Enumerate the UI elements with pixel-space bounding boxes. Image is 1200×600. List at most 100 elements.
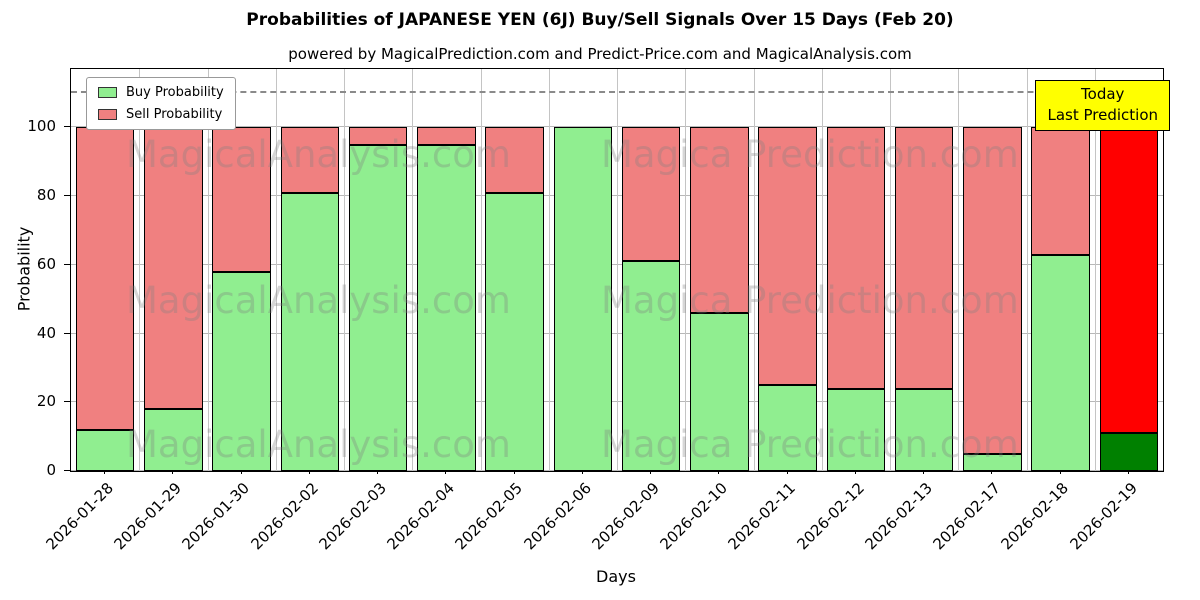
bar-slot: [344, 127, 412, 471]
v-gridline: [412, 69, 414, 471]
threshold-dashed-line: [71, 91, 1163, 94]
v-gridline: [685, 69, 687, 471]
buy-segment: [485, 192, 544, 471]
bar-slot: [481, 127, 549, 471]
buy-segment: [690, 312, 749, 471]
v-gridline: [207, 69, 209, 471]
chart-subtitle: powered by MagicalPrediction.com and Pre…: [288, 45, 912, 63]
legend-item-sell: Sell Probability: [98, 107, 224, 122]
sell-segment: [690, 127, 749, 313]
buy-segment: [144, 409, 203, 471]
bar-slot: [549, 127, 617, 471]
x-tick-cell: 2026-01-28: [42, 470, 138, 566]
sell-segment: [417, 127, 476, 145]
stacked-bar: [621, 127, 681, 471]
y-tick-mark: [64, 332, 70, 334]
x-tick-cell: 2026-02-09: [588, 470, 684, 566]
sell-segment: [963, 127, 1022, 454]
buy-segment: [621, 261, 681, 471]
sell-segment: [348, 127, 408, 145]
buy-segment: [826, 388, 886, 471]
v-gridline: [1094, 69, 1096, 471]
stacked-bar: [417, 127, 476, 471]
sell-segment: [758, 127, 817, 386]
sell-segment: [485, 127, 544, 193]
buy-segment: [280, 192, 340, 471]
v-gridline: [275, 69, 277, 471]
stacked-bar: [212, 127, 271, 471]
x-tick-label: 2026-01-28: [42, 479, 117, 554]
x-axis-label: Days: [596, 567, 636, 586]
y-tick-mark: [64, 470, 70, 471]
bar-slot: [890, 127, 958, 471]
x-tick-cell: 2026-01-29: [111, 470, 206, 566]
v-gridline: [617, 69, 618, 471]
buy-segment: [417, 144, 476, 471]
sell-segment: [826, 127, 886, 389]
v-gridline: [548, 69, 550, 471]
stacked-bar: [144, 127, 203, 471]
bar-slot: [958, 127, 1026, 471]
legend-label-sell: Sell Probability: [126, 107, 223, 122]
v-gridline: [821, 69, 823, 471]
stacked-bar: [75, 127, 135, 471]
buy-segment: [75, 429, 135, 471]
buy-segment: [1031, 254, 1090, 471]
annotation-line-2: Last Prediction: [1047, 106, 1158, 125]
v-gridline: [480, 69, 482, 471]
y-tick-label: 20: [36, 392, 56, 411]
sell-segment: [75, 127, 135, 430]
stacked-bar: [280, 127, 340, 471]
plot-area: MagicalAnalysis.com Magica Prediction.co…: [64, 68, 1164, 472]
bar-slot: [617, 127, 685, 471]
x-tick-cell: 2026-02-05: [452, 470, 548, 566]
y-tick-labels: 0 20 40 60 80 100: [0, 68, 64, 479]
x-tick-cell: 2026-02-02: [247, 470, 343, 566]
stacked-bar: [690, 127, 749, 471]
bar-slot: [685, 127, 753, 471]
legend-item-buy: Buy Probability: [98, 85, 224, 100]
x-tick-cell: 2026-02-10: [657, 470, 752, 566]
bar-slot: [139, 127, 207, 471]
stacked-bar: [553, 127, 613, 471]
stacked-bar: [894, 127, 954, 471]
buy-segment: [1099, 433, 1159, 471]
x-tick-cell: 2026-02-04: [384, 470, 479, 566]
grid-layer: [64, 69, 1163, 471]
sell-segment: [894, 127, 954, 389]
stacked-bar: [348, 127, 408, 471]
x-tick-cell: 2026-02-03: [315, 470, 411, 566]
x-tick-cell: 2026-02-12: [793, 470, 889, 566]
sell-segment: [280, 127, 340, 193]
bar-slot: [71, 127, 139, 471]
x-tick-cell: 2026-02-11: [725, 470, 821, 566]
v-gridline: [344, 69, 345, 471]
x-tick-labels: 2026-01-28 2026-01-29 2026-01-30 2026-02-02…: [42, 470, 1162, 566]
bar-slot: [276, 127, 344, 471]
chart-title: Probabilities of JAPANESE YEN (6J) Buy/S…: [246, 10, 954, 30]
x-tick-cell: 2026-02-13: [861, 470, 957, 566]
v-gridline: [753, 69, 755, 471]
bar-slot: [754, 127, 822, 471]
y-tick-label: 60: [36, 254, 56, 273]
sell-segment: [212, 127, 271, 272]
y-tick-label: 100: [27, 117, 56, 136]
bar-slot: [822, 127, 890, 471]
sell-segment: [1031, 127, 1090, 255]
buy-segment: [212, 271, 271, 471]
x-tick-cell: 2026-02-17: [930, 470, 1025, 566]
bar-slot: [208, 127, 276, 471]
stacked-bar: [826, 127, 886, 471]
x-tick-cell: 2026-02-18: [998, 470, 1094, 566]
v-gridline: [139, 69, 141, 471]
bar-slot: [412, 127, 480, 471]
y-tick-mark: [64, 263, 70, 265]
sell-segment: [621, 127, 681, 262]
bar-slot: [1095, 127, 1163, 471]
y-tick-mark: [64, 126, 70, 128]
sell-segment: [144, 127, 203, 410]
y-tick-mark: [64, 195, 70, 197]
today-annotation: Today Last Prediction: [1035, 80, 1170, 131]
y-tick-label: 80: [36, 186, 56, 205]
